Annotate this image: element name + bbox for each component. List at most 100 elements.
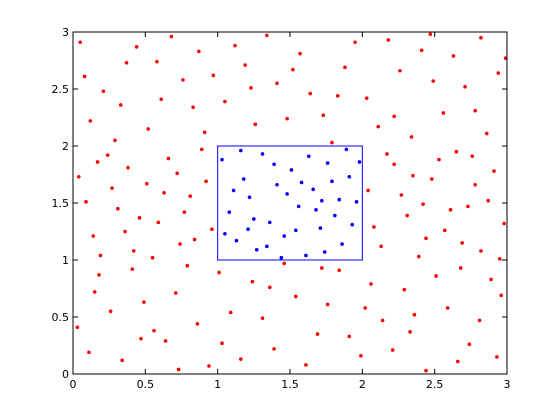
point [155,59,159,64]
point [252,217,256,221]
point [197,49,201,54]
point [409,135,414,139]
point [139,336,143,341]
point [293,294,298,299]
point [92,290,97,294]
point [101,89,106,94]
point [479,249,483,253]
point [191,105,195,110]
point [322,250,327,254]
x-tick-label: 2.5 [426,378,444,391]
point [424,368,428,373]
point [479,35,483,40]
point [265,33,269,38]
point [437,157,441,162]
point [293,228,298,233]
point [392,114,396,119]
point [169,34,174,39]
y-tick-label: 0 [62,368,69,381]
y-tick-label: 3 [62,26,69,39]
point [369,282,373,286]
point [484,131,489,136]
point [217,270,221,275]
point [503,56,508,61]
point [421,202,425,206]
point [134,45,139,49]
point [223,99,227,104]
point [416,254,421,259]
point [260,152,265,156]
point [315,332,320,336]
point [314,208,318,212]
point [260,316,265,320]
point [156,220,161,225]
point [210,227,214,232]
point [451,54,456,58]
point [489,277,493,282]
point [173,291,178,295]
point [118,103,123,107]
point [175,171,179,176]
point [343,65,347,70]
point [320,198,324,203]
point [265,244,269,249]
point [470,154,475,159]
point [340,242,344,246]
point [473,108,477,113]
point [473,182,477,187]
point [359,353,363,358]
point [325,302,330,307]
x-tick-label: 1 [214,378,221,391]
point [333,213,337,218]
point [275,81,279,86]
point [105,153,110,157]
region-box [217,145,363,261]
point [142,300,146,304]
point [347,334,352,339]
point [181,78,185,82]
point [87,350,91,355]
point [272,162,276,167]
point [325,161,330,165]
point [385,152,389,156]
point [408,330,412,334]
point [228,310,233,315]
point [243,63,247,67]
point [467,342,472,347]
point [466,204,470,209]
point [492,169,496,173]
point [442,228,447,233]
point [458,266,463,270]
point [337,197,341,202]
point [398,68,402,73]
point [137,216,142,220]
point [159,97,164,102]
point [429,177,434,181]
point [405,213,409,218]
point [182,210,187,214]
x-tick-label: 3 [504,378,511,391]
point [424,236,428,241]
point [97,273,101,277]
point [113,138,117,143]
point [402,287,407,292]
point [399,193,404,197]
x-tick-label: 1.5 [281,378,299,391]
point [120,358,124,363]
point [308,91,313,96]
point [185,263,190,268]
point [285,116,289,121]
point [376,124,381,129]
x-tick-label: 2 [359,378,366,391]
point [344,147,349,152]
point [299,180,304,185]
point [231,188,236,193]
point [296,204,301,209]
point [162,190,166,195]
point [250,279,255,284]
point [207,364,211,368]
point [495,355,499,359]
point [163,339,168,343]
